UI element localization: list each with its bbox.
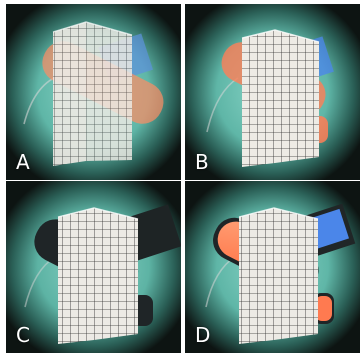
panel-a: A <box>6 4 181 180</box>
panel-a-label: A <box>16 150 30 174</box>
panel-b-image <box>185 4 360 180</box>
panel-d: D <box>185 181 360 353</box>
panel-d-label: D <box>195 323 211 347</box>
panel-a-image <box>6 4 181 180</box>
panel-d-image <box>185 181 360 353</box>
panel-b: B <box>185 4 360 180</box>
panel-c-image <box>6 181 181 353</box>
panel-c-label: C <box>16 323 30 347</box>
panel-c: C <box>6 181 181 353</box>
panel-b-label: B <box>195 150 209 174</box>
